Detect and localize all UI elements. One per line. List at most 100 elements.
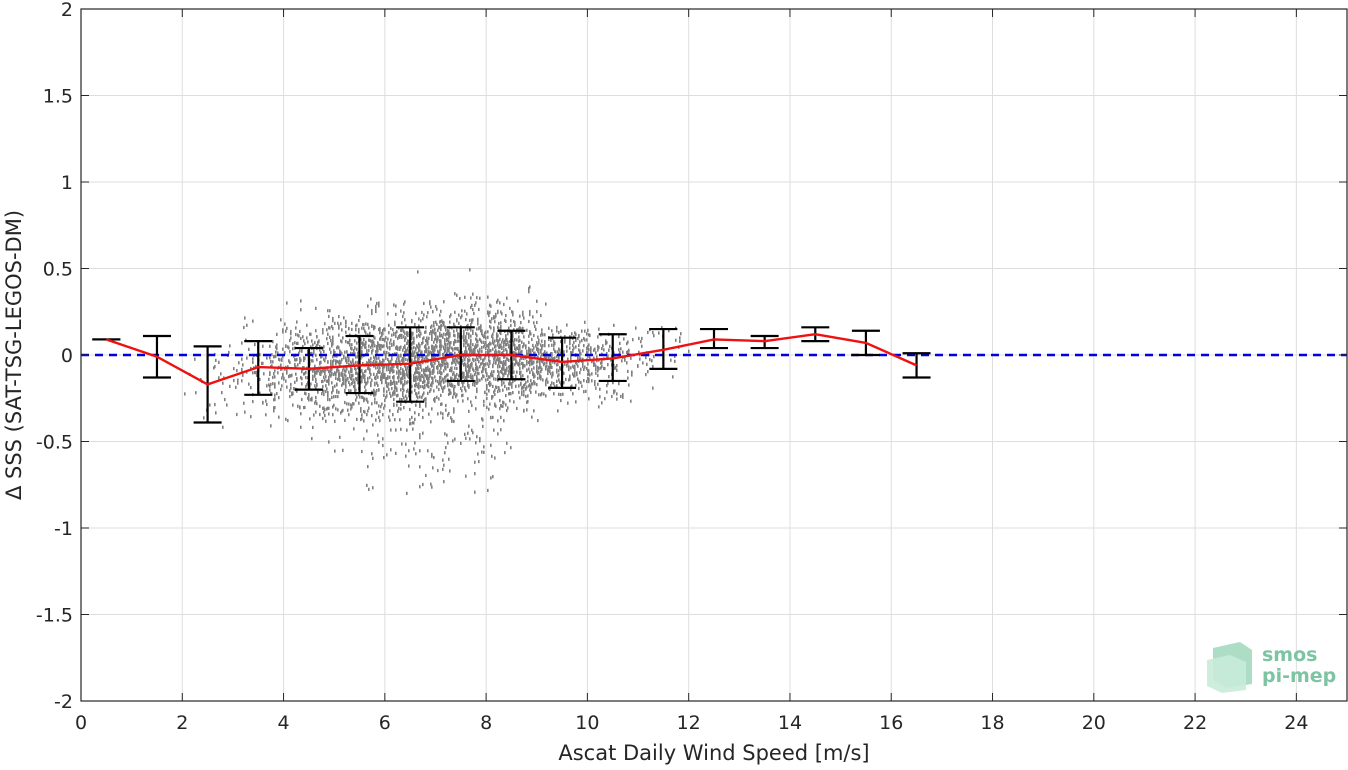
scatter-point	[431, 376, 433, 380]
scatter-point	[345, 324, 347, 329]
scatter-point	[521, 361, 523, 366]
scatter-point	[390, 359, 392, 363]
scatter-point	[388, 415, 390, 419]
scatter-point	[548, 337, 550, 342]
scatter-point	[424, 397, 426, 401]
scatter-point	[375, 304, 377, 308]
scatter-point	[349, 373, 351, 377]
scatter-point	[462, 371, 464, 375]
scatter-point	[482, 369, 484, 373]
scatter-point	[569, 346, 571, 350]
scatter-point	[509, 364, 511, 369]
scatter-point	[222, 381, 224, 385]
scatter-point	[305, 384, 307, 389]
scatter-point	[363, 323, 365, 327]
scatter-point	[342, 448, 344, 452]
scatter-point	[529, 363, 531, 367]
scatter-point	[276, 343, 278, 347]
scatter-point	[512, 379, 514, 383]
scatter-point	[403, 373, 405, 377]
scatter-point	[501, 360, 503, 365]
scatter-point	[449, 469, 451, 473]
scatter-point	[446, 337, 448, 341]
scatter-point	[427, 340, 429, 344]
scatter-point	[491, 317, 493, 321]
scatter-point	[415, 369, 417, 374]
scatter-point	[434, 375, 436, 379]
scatter-point	[588, 377, 590, 381]
scatter-point	[536, 383, 538, 387]
scatter-point	[487, 377, 489, 381]
scatter-point	[583, 378, 585, 383]
scatter-point	[365, 331, 367, 335]
scatter-point	[551, 375, 553, 379]
scatter-point	[523, 342, 525, 346]
scatter-point	[497, 339, 499, 343]
scatter-point	[371, 452, 373, 456]
y-tick-label: -1	[54, 518, 73, 540]
scatter-point	[346, 367, 348, 371]
scatter-point	[330, 369, 332, 373]
scatter-point	[424, 368, 426, 373]
scatter-point	[441, 344, 443, 348]
scatter-point	[254, 342, 256, 347]
scatter-point	[477, 371, 479, 375]
scatter-point	[546, 364, 548, 368]
scatter-point	[445, 375, 447, 379]
scatter-point	[351, 368, 353, 372]
scatter-point	[536, 360, 538, 364]
scatter-point	[379, 329, 381, 333]
scatter-point	[314, 401, 316, 405]
scatter-point	[477, 322, 479, 326]
scatter-point	[361, 449, 363, 454]
scatter-point	[497, 365, 499, 369]
scatter-point	[449, 382, 451, 387]
scatter-point	[493, 327, 495, 331]
scatter-point	[584, 365, 586, 369]
scatter-point	[415, 392, 417, 396]
scatter-point	[304, 405, 306, 410]
scatter-point	[483, 363, 485, 367]
scatter-point	[320, 372, 322, 376]
scatter-point	[445, 348, 447, 352]
scatter-point	[418, 317, 420, 321]
scatter-point	[494, 388, 496, 392]
scatter-point	[347, 355, 349, 359]
scatter-point	[291, 373, 293, 377]
scatter-point	[306, 383, 308, 387]
scatter-point	[340, 360, 342, 364]
scatter-point	[484, 334, 486, 339]
scatter-point	[475, 367, 477, 371]
scatter-point	[441, 359, 443, 363]
scatter-point	[601, 347, 603, 351]
scatter-point	[322, 368, 324, 373]
scatter-point	[371, 378, 373, 382]
scatter-point	[337, 321, 339, 325]
scatter-point	[379, 419, 381, 423]
scatter-point	[315, 379, 317, 384]
scatter-point	[529, 359, 531, 363]
scatter-point	[554, 356, 556, 360]
scatter-point	[430, 370, 432, 374]
scatter-point	[523, 316, 525, 320]
scatter-point	[404, 331, 406, 335]
scatter-point	[475, 344, 477, 348]
scatter-point	[389, 375, 391, 379]
scatter-point	[386, 350, 388, 355]
scatter-point	[290, 382, 292, 387]
scatter-point	[307, 340, 309, 344]
scatter-point	[447, 413, 449, 417]
scatter-point	[513, 343, 515, 347]
scatter-point	[371, 339, 373, 344]
scatter-point	[346, 392, 348, 396]
scatter-point	[529, 383, 531, 387]
scatter-point	[292, 391, 294, 395]
scatter-point	[493, 377, 495, 381]
scatter-point	[256, 373, 258, 377]
scatter-point	[269, 344, 271, 348]
scatter-point	[566, 345, 568, 349]
scatter-point	[383, 337, 385, 342]
scatter-point	[530, 385, 532, 389]
scatter-point	[461, 394, 463, 398]
scatter-point	[517, 299, 519, 303]
